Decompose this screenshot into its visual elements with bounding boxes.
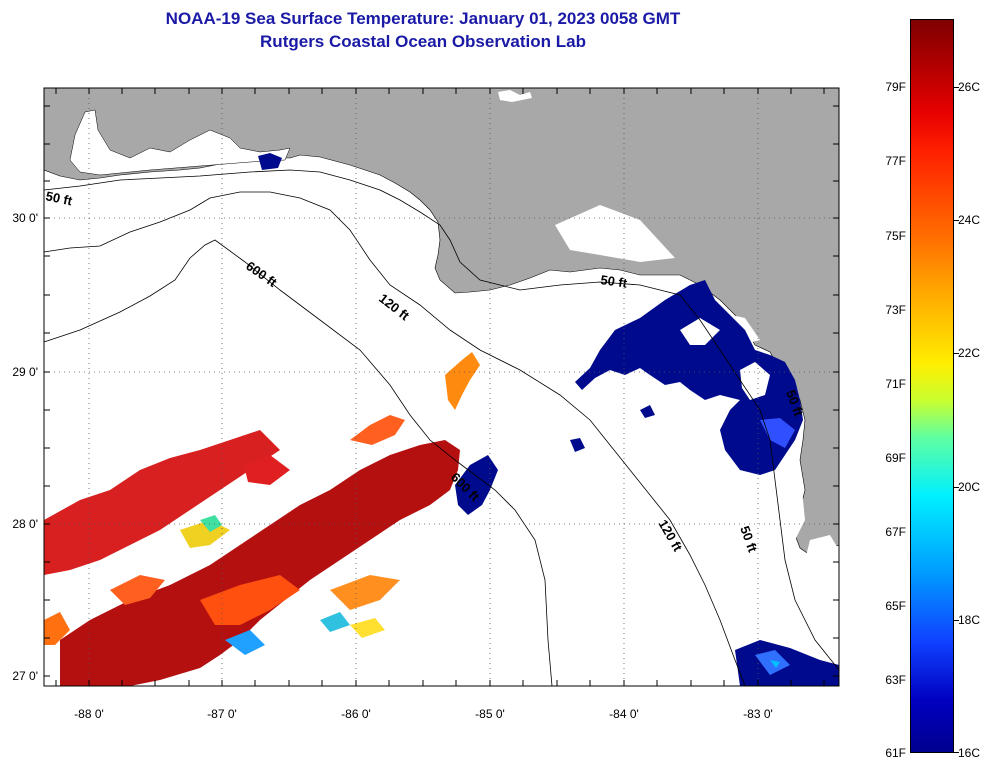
colorbar-tick [954, 620, 959, 621]
colorbar-label-f: 61F [885, 746, 906, 760]
lat-label: 28 0' [12, 517, 38, 531]
map-subtitle: Rutgers Coastal Ocean Observation Lab [260, 32, 586, 51]
colorbar-label-f: 63F [885, 673, 906, 687]
lon-label: -88 0' [74, 707, 104, 721]
temperature-colorbar [910, 19, 954, 753]
contour-label: 50 ft [44, 188, 74, 208]
colorbar-label-c: 18C [958, 613, 981, 627]
contour-600ft [43, 239, 553, 687]
colorbar-label-f: 77F [885, 154, 906, 168]
depth-contours [43, 169, 840, 687]
map-frame [43, 87, 840, 687]
colorbar-label-f: 69F [885, 451, 906, 465]
lon-label: -83 0' [743, 707, 773, 721]
colorbar-label-c: 20C [958, 480, 981, 494]
colorbar-tick [954, 87, 959, 88]
colorbar-label-c: 16C [958, 746, 981, 760]
cold-water-patch [575, 280, 803, 475]
colorbar-label-f: 71F [885, 377, 906, 391]
map-title: NOAA-19 Sea Surface Temperature: January… [165, 9, 681, 28]
colorbar-label-f: 67F [885, 525, 906, 539]
lat-label: 29 0' [12, 365, 38, 379]
lat-label: 27 0' [12, 669, 38, 683]
lon-label: -87 0' [207, 707, 237, 721]
colorbar-tick [954, 487, 959, 488]
colorbar-tick [954, 353, 959, 354]
contour-120ft [43, 191, 746, 687]
lon-label: -84 0' [609, 707, 639, 721]
colorbar-label-f: 73F [885, 303, 906, 317]
lon-label: -86 0' [341, 707, 371, 721]
contour-label: 50 ft [600, 272, 629, 291]
colorbar-tick [954, 220, 959, 221]
contour-50ft [43, 169, 840, 671]
colorbar-label-f: 65F [885, 599, 906, 613]
colorbar-tick [954, 752, 959, 753]
colorbar-label-c: 24C [958, 213, 981, 227]
colorbar-label-f: 75F [885, 229, 906, 243]
colorbar-label-c: 26C [958, 80, 981, 94]
axis-ticks [44, 88, 839, 686]
warm-water-patch [60, 440, 460, 686]
lon-label: -85 0' [475, 707, 505, 721]
lat-label: 30 0' [12, 211, 38, 225]
colorbar-label-c: 22C [958, 346, 981, 360]
colorbar-label-f: 79F [885, 80, 906, 94]
